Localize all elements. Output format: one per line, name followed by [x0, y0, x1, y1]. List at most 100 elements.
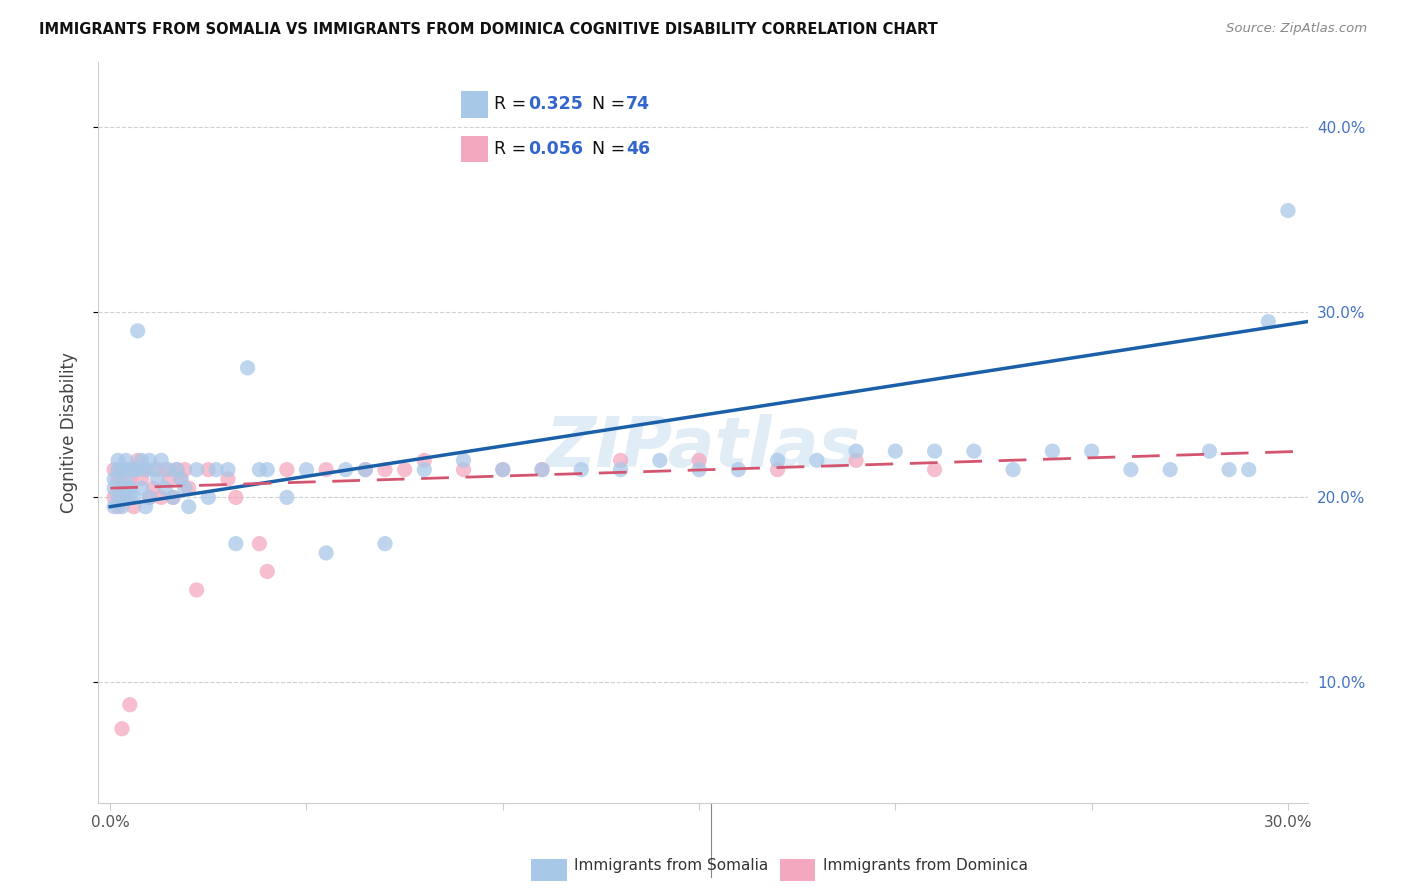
- Point: [1042, 444, 1064, 458]
- Point: [374, 462, 396, 476]
- Point: [335, 462, 357, 476]
- Point: [115, 481, 138, 495]
- Point: [153, 481, 176, 495]
- Point: [1080, 444, 1102, 458]
- Point: [166, 462, 188, 476]
- Point: [118, 491, 141, 505]
- Point: [236, 360, 259, 375]
- Point: [453, 462, 475, 476]
- Point: [127, 462, 149, 476]
- Point: [205, 462, 228, 476]
- Point: [217, 472, 239, 486]
- Point: [170, 472, 193, 486]
- Point: [295, 462, 318, 476]
- Point: [177, 500, 200, 514]
- Point: [103, 481, 125, 495]
- Point: [150, 491, 173, 505]
- Point: [247, 537, 270, 551]
- Point: [963, 444, 986, 458]
- Point: [131, 453, 153, 467]
- Point: [107, 453, 129, 467]
- Point: [1198, 444, 1220, 458]
- Text: IMMIGRANTS FROM SOMALIA VS IMMIGRANTS FROM DOMINICA COGNITIVE DISABILITY CORRELA: IMMIGRANTS FROM SOMALIA VS IMMIGRANTS FR…: [39, 22, 938, 37]
- Point: [118, 481, 141, 495]
- Point: [688, 453, 710, 467]
- Point: [135, 462, 157, 476]
- Point: [111, 491, 134, 505]
- Point: [1237, 462, 1260, 476]
- Point: [225, 537, 247, 551]
- Point: [492, 462, 515, 476]
- Point: [453, 453, 475, 467]
- Point: [173, 462, 195, 476]
- Point: [256, 565, 278, 579]
- Point: [1257, 314, 1279, 328]
- Point: [924, 462, 946, 476]
- Y-axis label: Cognitive Disability: Cognitive Disability: [59, 352, 77, 513]
- Point: [107, 500, 129, 514]
- Point: [142, 481, 165, 495]
- Point: [177, 481, 200, 495]
- Point: [131, 481, 153, 495]
- Point: [648, 453, 671, 467]
- Point: [118, 481, 141, 495]
- Point: [766, 453, 789, 467]
- Point: [153, 462, 176, 476]
- Point: [122, 462, 145, 476]
- Text: Source: ZipAtlas.com: Source: ZipAtlas.com: [1226, 22, 1367, 36]
- Point: [197, 491, 219, 505]
- Point: [1277, 203, 1299, 218]
- Point: [146, 472, 169, 486]
- Point: [118, 698, 141, 712]
- Point: [118, 462, 141, 476]
- Point: [1119, 462, 1142, 476]
- Point: [170, 472, 193, 486]
- Point: [118, 472, 141, 486]
- Point: [138, 491, 160, 505]
- Point: [122, 500, 145, 514]
- Text: ZIPatlas: ZIPatlas: [546, 414, 860, 481]
- Point: [166, 462, 188, 476]
- Point: [727, 462, 749, 476]
- Point: [1002, 462, 1025, 476]
- Point: [609, 453, 631, 467]
- Point: [884, 444, 907, 458]
- Point: [138, 453, 160, 467]
- Point: [127, 453, 149, 467]
- Point: [845, 453, 868, 467]
- Point: [146, 462, 169, 476]
- Point: [103, 491, 125, 505]
- Text: Immigrants from Somalia: Immigrants from Somalia: [574, 858, 768, 873]
- Point: [531, 462, 554, 476]
- Point: [492, 462, 515, 476]
- Point: [217, 462, 239, 476]
- Point: [256, 462, 278, 476]
- Point: [569, 462, 592, 476]
- Point: [197, 462, 219, 476]
- Point: [107, 491, 129, 505]
- Point: [413, 462, 436, 476]
- Point: [115, 491, 138, 505]
- Point: [111, 481, 134, 495]
- Point: [111, 462, 134, 476]
- Point: [127, 324, 149, 338]
- Point: [107, 462, 129, 476]
- Point: [413, 453, 436, 467]
- Point: [374, 537, 396, 551]
- Point: [115, 453, 138, 467]
- Point: [688, 462, 710, 476]
- Point: [157, 462, 180, 476]
- Point: [173, 481, 195, 495]
- Point: [103, 500, 125, 514]
- Point: [138, 491, 160, 505]
- Point: [107, 472, 129, 486]
- Point: [111, 722, 134, 736]
- Point: [354, 462, 377, 476]
- Point: [150, 453, 173, 467]
- Point: [103, 472, 125, 486]
- Point: [247, 462, 270, 476]
- Point: [394, 462, 416, 476]
- Point: [225, 491, 247, 505]
- Point: [186, 462, 208, 476]
- Point: [315, 462, 337, 476]
